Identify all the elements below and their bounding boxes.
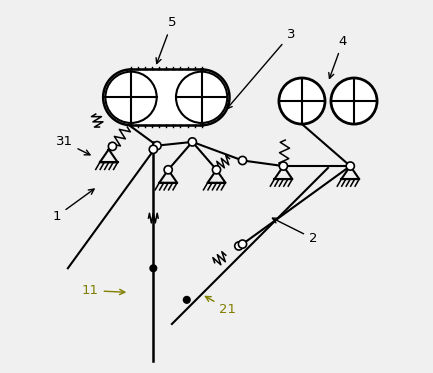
Circle shape [184,297,190,303]
Text: 1: 1 [52,189,94,223]
Circle shape [150,265,157,272]
Circle shape [149,145,158,153]
Circle shape [235,242,243,250]
Circle shape [279,78,325,124]
Circle shape [108,142,116,150]
Circle shape [176,72,227,123]
Circle shape [279,162,288,170]
Text: 4: 4 [329,35,347,78]
Text: 2: 2 [272,218,317,245]
Text: 5: 5 [156,16,176,63]
Circle shape [239,156,247,164]
Circle shape [213,166,220,174]
Circle shape [239,240,247,248]
Polygon shape [103,69,229,125]
Circle shape [331,78,377,124]
Text: 31: 31 [55,135,90,155]
Text: 21: 21 [205,297,236,316]
Circle shape [188,138,197,146]
Text: 11: 11 [82,284,125,297]
Text: 3: 3 [227,28,295,109]
Circle shape [164,166,172,174]
Circle shape [153,141,161,150]
Circle shape [346,162,354,170]
Circle shape [105,72,157,123]
